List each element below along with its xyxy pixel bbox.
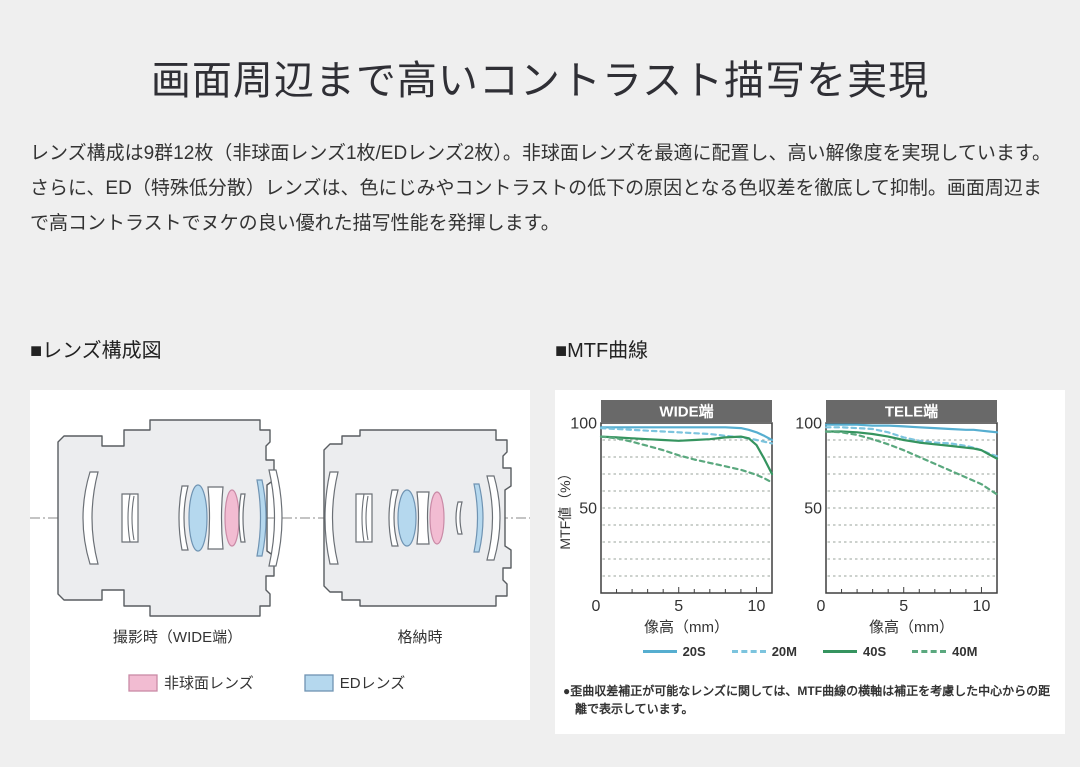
- page-title: 画面周辺まで高いコントラスト描写を実現: [150, 59, 930, 103]
- aspherical-lens-element: [429, 491, 445, 545]
- aspherical-swatch: [128, 673, 158, 692]
- doublet-group: [121, 493, 139, 543]
- legend-label: 40S: [863, 644, 887, 659]
- mtf-chart-tele: TELE端 50 100 0 5 10 像高（mm）: [795, 400, 999, 636]
- mtf-curve-40M: [824, 430, 999, 496]
- x-tick-label: 0: [817, 598, 826, 615]
- y-axis-label: MTF値（%）: [557, 466, 573, 549]
- mtf-legend-item-40S: 40S: [823, 644, 886, 659]
- doublet-divider: [127, 493, 131, 543]
- rear-element: [486, 475, 501, 561]
- section-title-lens-diagram: ■レンズ構成図: [30, 340, 162, 362]
- thin-meniscus-element: [238, 493, 246, 543]
- y-tick-label: 100: [795, 416, 822, 433]
- chart-title: TELE端: [885, 403, 938, 421]
- legend-line-sample: [731, 650, 766, 653]
- mtf-curve-40M: [599, 435, 774, 484]
- front-element: [324, 471, 339, 565]
- barrel-outline: [57, 419, 275, 617]
- aspherical-lens-element: [224, 489, 240, 547]
- lens-construction-diagram: [30, 419, 530, 617]
- doublet-group: [355, 493, 373, 543]
- chart-header-bar: [601, 400, 772, 422]
- ed-lens-element: [188, 484, 208, 552]
- meniscus-element: [178, 485, 189, 551]
- front-element: [82, 471, 99, 565]
- caption-retracted-position: 格納時: [397, 629, 443, 646]
- ed-swatch-rect: [304, 673, 334, 692]
- legend-line-sample: [823, 650, 857, 653]
- intro-paragraph-1: レンズ構成は9群12枚（非球面レンズ1枚/EDレンズ2枚）。非球面レンズを最適に…: [30, 143, 1052, 164]
- legend-item-ed: EDレンズ: [304, 672, 406, 693]
- x-tick-label: 10: [973, 598, 991, 615]
- thin-meniscus-element: [455, 501, 463, 535]
- chart-header-bar: [826, 400, 997, 422]
- ed-swatch: [304, 673, 334, 692]
- mtf-footnote: ●歪曲収差補正が可能なレンズに関しては、MTF曲線の横軸は補正を考慮した中心から…: [563, 684, 1051, 716]
- legend-label: 20S: [682, 644, 706, 659]
- lens-type-legend: 非球面レンズ EDレンズ: [128, 672, 405, 693]
- x-tick-label: 0: [592, 598, 601, 615]
- mtf-curve-40S: [824, 430, 999, 460]
- lens-construction-panel: 撮影時（WIDE端） 格納時 非球面レンズ EDレンズ: [30, 390, 530, 720]
- mtf-legend-item-20S: 20S: [642, 644, 706, 659]
- doublet-divider: [365, 495, 369, 541]
- y-tick-label: 50: [804, 501, 822, 518]
- ed-label: EDレンズ: [339, 675, 406, 692]
- lens-barrel-retracted: [323, 429, 512, 607]
- rear-element: [268, 469, 283, 567]
- intro-paragraph-2: さらに、ED（特殊低分散）レンズは、色にじみやコントラストの低下の原因となる色収…: [30, 178, 1042, 234]
- legend-line-sample: [642, 650, 677, 653]
- x-tick-label: 5: [899, 598, 908, 615]
- x-axis-label: 像高（mm）: [644, 619, 729, 636]
- legend-label: 40M: [952, 644, 978, 659]
- legend-line-sample: [912, 650, 947, 653]
- mtf-curve-20S: [824, 423, 999, 434]
- section-title-mtf: ■MTF曲線: [555, 340, 649, 362]
- mtf-legend-item-40M: 40M: [912, 644, 977, 659]
- center-element: [207, 486, 224, 550]
- legend-label: 20M: [771, 644, 797, 659]
- x-tick-label: 10: [748, 598, 766, 615]
- barrel-outline: [323, 429, 512, 607]
- aspherical-swatch-rect: [128, 673, 158, 692]
- plot-frame: [600, 422, 773, 594]
- center-element: [416, 491, 430, 545]
- aspherical-label: 非球面レンズ: [164, 675, 254, 692]
- ed-lens-element: [473, 483, 484, 553]
- ed-lens-element: [256, 479, 267, 557]
- mtf-chart-wide: WIDE端 50 100 0 5 10 像高（mm） MTF値（%）: [557, 400, 774, 636]
- x-tick-label: 5: [674, 598, 683, 615]
- lens-barrel-shooting: [57, 419, 283, 617]
- caption-shooting-position: 撮影時（WIDE端）: [112, 629, 243, 646]
- plot-frame: [825, 422, 998, 594]
- mtf-curve-20S: [599, 426, 774, 442]
- meniscus-element: [388, 489, 399, 547]
- doublet-divider: [131, 495, 135, 541]
- y-tick-label: 100: [570, 416, 597, 433]
- intro-text: レンズ構成は9群12枚（非球面レンズ1枚/EDレンズ2枚）。非球面レンズを最適に…: [30, 136, 1054, 241]
- mtf-panel: WIDE端 50 100 0 5 10 像高（mm） MTF値（%） TELE端 50 100 0 5…: [555, 390, 1065, 734]
- legend-item-aspherical: 非球面レンズ: [128, 672, 254, 693]
- doublet-divider: [361, 493, 365, 543]
- mtf-curve-40S: [599, 435, 774, 476]
- mtf-curve-20M: [599, 427, 774, 445]
- y-tick-label: 50: [579, 501, 597, 518]
- chart-title: WIDE端: [659, 403, 713, 421]
- mtf-legend-item-20M: 20M: [731, 644, 797, 659]
- x-axis-label: 像高（mm）: [869, 619, 954, 636]
- mtf-curve-legend: 20S 20M 40S 40M: [555, 644, 1065, 659]
- ed-lens-element: [397, 489, 417, 547]
